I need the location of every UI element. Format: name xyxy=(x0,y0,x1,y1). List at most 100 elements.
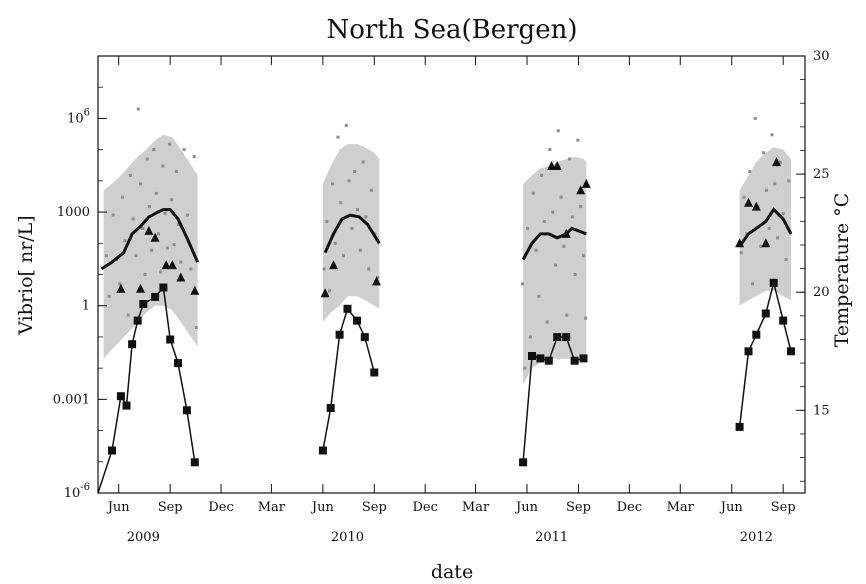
x-tick-label: Dec xyxy=(413,500,438,515)
sample-point xyxy=(767,226,771,230)
y-tick-label: 10-6 xyxy=(64,482,90,501)
sample-point xyxy=(141,226,145,230)
sample-point xyxy=(367,267,371,271)
y2-tick-label: 15 xyxy=(813,403,830,418)
x-tick-label: Dec xyxy=(617,500,642,515)
sample-point xyxy=(118,282,122,286)
sample-point xyxy=(565,313,569,317)
temperature-marker xyxy=(133,316,142,325)
triangle-marker xyxy=(561,228,571,238)
chart-title: North Sea(Bergen) xyxy=(327,15,578,45)
temperature-marker xyxy=(735,422,744,431)
y-tick-label: 1000 xyxy=(57,205,90,220)
x-tick-label: Jun xyxy=(719,500,744,515)
triangle-marker xyxy=(190,285,200,295)
sample-point xyxy=(361,160,365,164)
sample-point xyxy=(776,236,780,240)
temperature-marker xyxy=(182,406,191,415)
range-band xyxy=(103,134,198,359)
sample-point xyxy=(174,170,178,173)
temperature-marker xyxy=(360,333,369,342)
triangle-marker xyxy=(581,178,591,188)
sample-point xyxy=(582,254,585,258)
temperature-marker xyxy=(579,354,588,363)
sample-point xyxy=(322,267,326,271)
temperature-marker xyxy=(116,392,125,401)
sample-point xyxy=(128,173,132,177)
sample-point xyxy=(545,320,549,324)
sample-point xyxy=(750,282,754,286)
y-tick-label: 1 xyxy=(82,299,90,314)
sample-point xyxy=(554,263,557,267)
triangle-marker xyxy=(320,288,330,298)
sample-point xyxy=(189,267,193,271)
sample-point xyxy=(531,191,535,195)
range-band xyxy=(523,156,587,385)
sample-point xyxy=(336,135,340,139)
temperature-marker xyxy=(335,330,344,339)
sample-point xyxy=(182,148,186,152)
sample-point xyxy=(333,241,337,245)
axes: 10-6 0.001 1 1000 106 15 20 25 30 Jun Sep Dec Mar Jun… xyxy=(53,49,830,545)
sample-point xyxy=(192,155,196,159)
sample-point xyxy=(773,182,777,186)
sample-point xyxy=(344,123,348,127)
temperature-marker xyxy=(174,359,182,368)
sample-point xyxy=(123,239,127,243)
sample-point xyxy=(328,289,332,293)
sample-point xyxy=(540,173,544,177)
temperature-marker xyxy=(159,283,168,292)
triangle-marker xyxy=(761,238,771,248)
sample-point xyxy=(579,205,583,209)
x-tick-label: Jun xyxy=(310,500,335,515)
year-label: 2011 xyxy=(535,530,568,545)
mean-line xyxy=(521,226,587,261)
sample-point xyxy=(350,226,354,230)
sample-point xyxy=(194,326,198,329)
temperature-marker xyxy=(108,446,116,455)
x-tick-label: Jun xyxy=(514,500,539,515)
sample-point xyxy=(753,116,757,120)
sample-point xyxy=(764,188,768,192)
temperature-marker xyxy=(752,330,761,339)
temperature-marker xyxy=(544,356,553,365)
temperature-marker xyxy=(190,458,199,467)
sample-point xyxy=(121,195,125,199)
sample-point xyxy=(143,273,147,276)
sample-point xyxy=(576,138,580,142)
sample-point xyxy=(528,335,532,339)
year-label: 2009 xyxy=(127,530,160,545)
sample-point xyxy=(534,248,538,252)
sample-point xyxy=(104,254,108,258)
sample-point xyxy=(172,243,176,247)
temperature-marker xyxy=(553,333,562,342)
y-tick-label: 0.001 xyxy=(53,392,90,407)
sample-point xyxy=(134,254,138,258)
temperature-marker xyxy=(151,292,160,301)
sample-point xyxy=(781,212,785,215)
sample-point xyxy=(523,366,527,370)
temperature-marker xyxy=(562,333,571,342)
x-tick-label: Sep xyxy=(566,500,591,515)
plot-frame xyxy=(97,55,806,494)
temperature-marker xyxy=(769,278,778,287)
triangle-marker xyxy=(772,157,781,167)
range-band xyxy=(322,144,380,322)
sample-point xyxy=(548,148,552,152)
temperature-marker xyxy=(353,316,361,325)
sample-point xyxy=(170,198,174,202)
x-tick-label: Sep xyxy=(362,500,387,515)
sample-point xyxy=(748,170,752,173)
sample-point xyxy=(136,107,140,111)
x-tick-label: Mar xyxy=(462,500,490,515)
y2-axis-title: Temperature °C xyxy=(831,193,853,348)
sample-point xyxy=(150,248,154,252)
sample-point xyxy=(542,220,546,223)
temperature-marker xyxy=(779,316,788,325)
temperature-marker xyxy=(761,309,770,318)
sample-point xyxy=(165,246,169,250)
sample-point xyxy=(131,217,135,221)
y-axis-title: Vibrio[ nr/L] xyxy=(15,215,37,335)
triangle-marker xyxy=(744,197,753,207)
sample-point xyxy=(152,148,156,152)
